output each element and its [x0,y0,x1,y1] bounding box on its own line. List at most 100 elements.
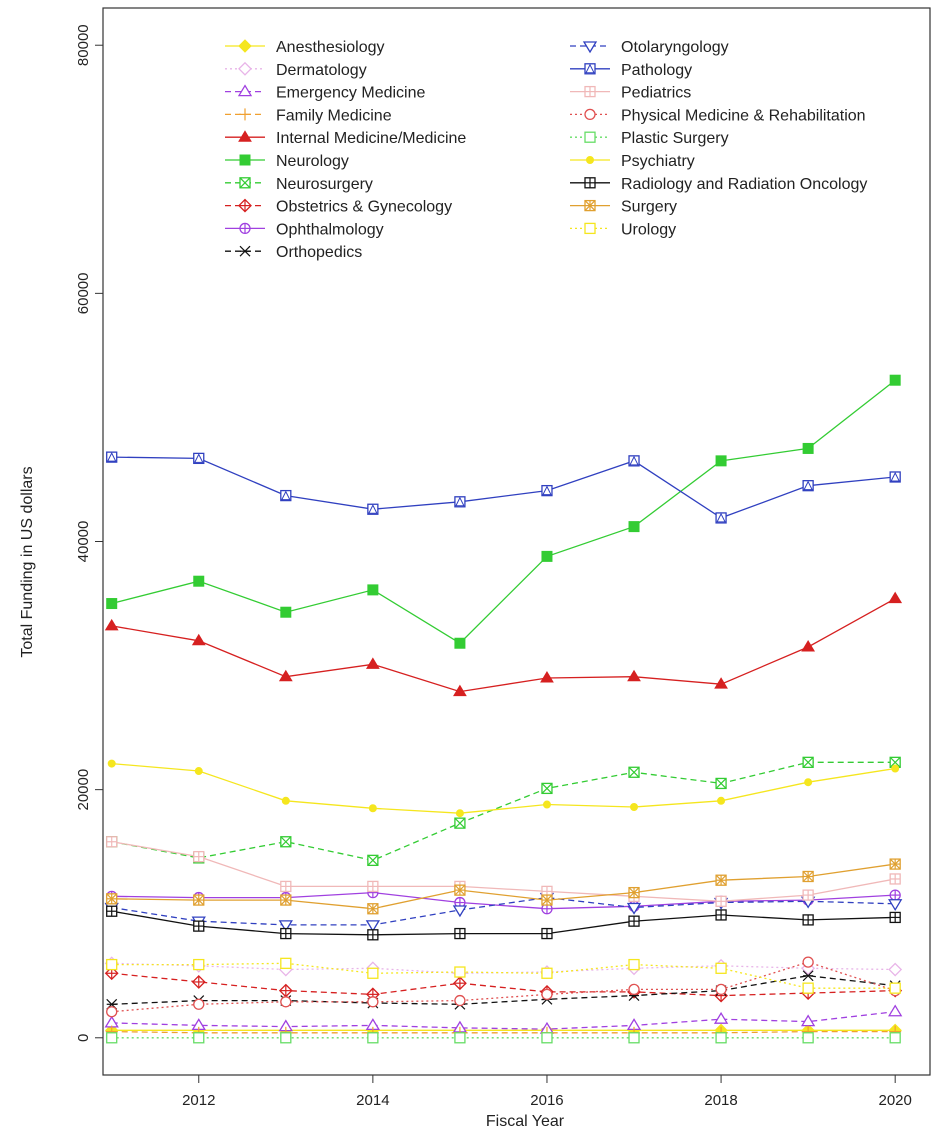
point-internal-medicine-medicine [627,669,641,682]
legend-marker [584,131,596,143]
point-urology [193,958,205,971]
point-urology [280,957,292,969]
point-otolaryngology [452,905,468,918]
line-neurology [111,379,896,645]
point-physical-medicine-rehabilitation [367,996,379,1008]
point-neurology [541,550,553,562]
point-neurology [889,374,901,386]
point-pathology [280,489,292,502]
point-neurology [367,584,379,596]
legend-label: Orthopedics [276,244,362,261]
legend-item-physical-medicine-rehabilitation: Physical Medicine & Rehabilitation [570,107,866,124]
legend-item-internal-medicine-medicine: Internal Medicine/Medicine [225,130,466,147]
line-family-medicine [111,1030,896,1034]
x-tick-label: 2020 [878,1092,911,1109]
legend-marker [238,61,252,76]
legend-item-otolaryngology: Otolaryngology [570,39,729,56]
point-neurology [454,637,466,649]
series-family-medicine [105,1025,902,1039]
point-surgery [367,903,379,915]
legend-item-family-medicine: Family Medicine [225,107,392,124]
legend-marker [237,84,253,97]
series-neurology [106,374,901,649]
series-radiology-and-radiation-oncology [106,905,901,941]
legend-item-plastic-surgery: Plastic Surgery [570,130,729,147]
x-tick-label: 2012 [182,1092,215,1109]
series-plastic-surgery [106,1032,901,1044]
point-pathology [193,452,205,465]
point-plastic-surgery [889,1032,901,1044]
point-pathology [802,480,814,492]
legend-marker [586,156,594,164]
point-urology [802,982,814,994]
point-dermatology [888,962,903,977]
legend-item-obstetrics-gynecology: Obstetrics & Gynecology [225,199,452,216]
line-psychiatry [111,762,896,814]
point-urology [541,967,553,979]
point-otolaryngology [626,902,642,915]
legend-marker [238,39,252,53]
legend-label: Ophthalmology [276,221,384,238]
series-physical-medicine-rehabilitation [106,956,901,1018]
point-physical-medicine-rehabilitation [715,983,727,996]
point-psychiatry [630,803,639,812]
legend-marker [239,245,251,257]
point-plastic-surgery [193,1032,205,1044]
point-pediatrics [280,880,292,893]
point-physical-medicine-rehabilitation [802,956,814,968]
series-pathology [106,451,901,524]
x-tick-label: 2016 [530,1092,563,1109]
point-radiology-and-radiation-oncology [280,927,292,940]
series-otolaryngology [104,892,903,933]
point-surgery [280,894,292,906]
point-radiology-and-radiation-oncology [454,927,466,940]
legend-label: Neurology [276,153,349,170]
legend-item-dermatology: Dermatology [225,62,367,79]
point-plastic-surgery [367,1032,379,1044]
point-plastic-surgery [628,1032,640,1044]
point-internal-medicine-medicine [540,671,554,683]
point-surgery [541,894,553,906]
legend-label: Physical Medicine & Rehabilitation [621,107,866,124]
legend-item-psychiatry: Psychiatry [570,153,695,170]
series-psychiatry [107,759,900,818]
point-surgery [802,870,814,883]
point-physical-medicine-rehabilitation [193,998,205,1010]
point-neurosurgery [628,766,640,778]
x-axis-label: Fiscal Year [486,1113,565,1130]
point-neurology [628,521,640,533]
point-otolaryngology [278,920,293,933]
point-internal-medicine-medicine [801,639,816,652]
line-surgery [111,863,896,910]
legend-item-surgery: Surgery [570,199,677,216]
point-surgery [193,894,205,906]
point-pathology [367,503,379,515]
point-ophthalmology [889,889,901,901]
legend-item-emergency-medicine: Emergency Medicine [225,84,426,102]
line-pathology [111,456,896,519]
point-emergency-medicine [888,1004,903,1017]
series-surgery [106,858,901,915]
point-plastic-surgery [106,1032,118,1044]
series-lines [104,374,903,1044]
point-internal-medicine-medicine [278,669,293,682]
legend-marker [239,108,251,121]
legend-label: Pediatrics [621,85,691,102]
point-physical-medicine-rehabilitation [541,988,553,1001]
legend-label: Otolaryngology [621,39,729,56]
point-radiology-and-radiation-oncology [889,911,901,924]
line-ophthalmology [111,891,896,910]
legend-marker [239,154,251,166]
point-radiology-and-radiation-oncology [802,914,814,926]
x-tick-label: 2018 [704,1092,737,1109]
point-radiology-and-radiation-oncology [193,920,205,932]
point-neurosurgery [802,756,814,768]
point-plastic-surgery [280,1032,292,1044]
point-psychiatry [542,800,551,809]
legend-item-pediatrics: Pediatrics [570,85,691,102]
legend-label: Radiology and Radiation Oncology [621,176,867,193]
point-psychiatry [107,759,116,768]
point-surgery [106,893,118,905]
y-axis: 0 20000 40000 60000 80000 [75,24,103,1042]
